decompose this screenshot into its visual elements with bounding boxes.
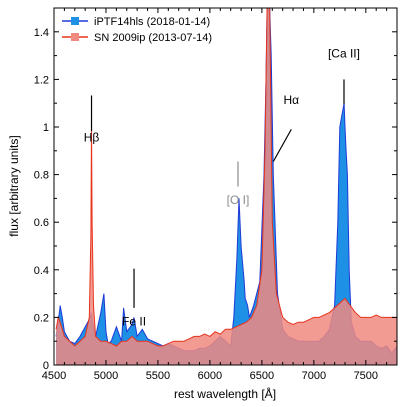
- y-tick-label: 1.2: [34, 74, 49, 86]
- y-tick-label: 0.8: [34, 170, 49, 182]
- annotation-label: [Ca II]: [328, 47, 360, 61]
- annotation-label: Fe II: [122, 314, 146, 328]
- x-tick-label: 4500: [42, 370, 66, 382]
- annotation-label: Hα: [284, 93, 300, 107]
- series-line-0: [55, 8, 397, 354]
- y-tick-label: 1: [43, 122, 49, 134]
- legend: iPTF14hls (2018-01-14) SN 2009ip (2013-07…: [62, 16, 212, 44]
- annotation-label: Hβ: [84, 130, 100, 144]
- series-line-1: [55, 8, 397, 347]
- x-axis: 4500 5000 5500 6000 6500 7000 7500: [42, 8, 388, 382]
- x-tick-label: 7500: [354, 370, 378, 382]
- x-tick-label: 5500: [146, 370, 170, 382]
- x-tick-label: 7000: [302, 370, 326, 382]
- annotation-pointer: [272, 129, 292, 162]
- y-tick-label: 0.4: [34, 265, 49, 277]
- y-axis: 0 0.2 0.4 0.6 0.8 1 1.2 1.4: [34, 7, 397, 372]
- y-tick-label: 0: [43, 360, 49, 372]
- x-tick-label: 6500: [250, 370, 274, 382]
- plot-frame: [53, 7, 398, 366]
- x-tick-label: 5000: [94, 370, 118, 382]
- y-tick-label: 0.2: [34, 312, 49, 324]
- x-axis-title: rest wavelength [Å]: [174, 386, 276, 401]
- legend-marker: [71, 33, 79, 41]
- legend-label: SN 2009ip (2013-07-14): [94, 32, 212, 44]
- annotation-layer: Hβ Fe II [O I] Hα [Ca II]: [84, 47, 360, 329]
- y-tick-label: 1.4: [34, 27, 49, 39]
- series-layer: [55, 8, 397, 365]
- legend-label: iPTF14hls (2018-01-14): [94, 16, 210, 28]
- y-tick-label: 0.6: [34, 217, 49, 229]
- y-axis-title: flux [arbitrary units]: [7, 135, 21, 236]
- series-fill-1: [56, 8, 397, 365]
- x-tick-label: 6000: [198, 370, 222, 382]
- legend-marker: [71, 17, 79, 25]
- annotation-label: [O I]: [227, 193, 250, 207]
